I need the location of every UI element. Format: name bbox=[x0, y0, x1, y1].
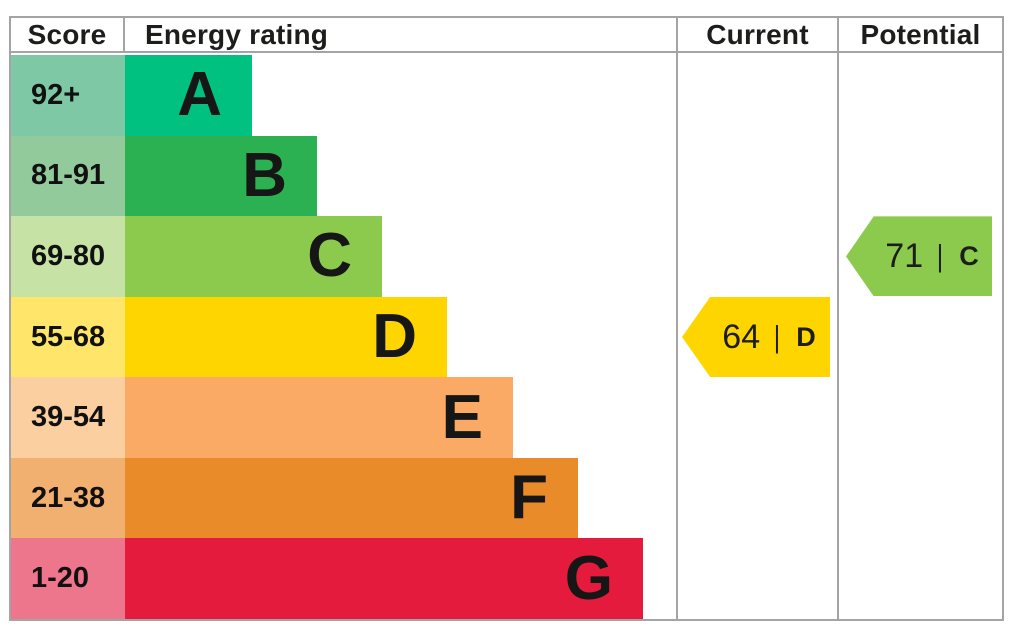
score-range-label: 21-38 bbox=[31, 481, 106, 514]
rating-bar: D bbox=[125, 296, 447, 378]
score-range-label: 69-80 bbox=[31, 239, 106, 272]
rating-letter: B bbox=[242, 140, 287, 210]
current-rating-band: D bbox=[796, 321, 816, 352]
band-row-e: 39-54 E bbox=[11, 377, 1002, 458]
rating-letter: F bbox=[510, 463, 548, 533]
rating-bar: G bbox=[125, 538, 643, 620]
rating-bar: C bbox=[125, 216, 382, 297]
score-range-cell: 39-54 bbox=[11, 377, 125, 458]
score-range-cell: 1-20 bbox=[11, 538, 125, 620]
score-range-cell: 21-38 bbox=[11, 457, 125, 539]
score-range-label: 92+ bbox=[31, 78, 81, 111]
header-current: Current bbox=[706, 18, 809, 50]
score-range-cell: 81-91 bbox=[11, 135, 125, 217]
score-range-label: 1-20 bbox=[31, 562, 90, 595]
potential-rating-band: C bbox=[959, 240, 979, 271]
header-energy-rating: Energy rating bbox=[145, 18, 329, 50]
column-divider-current bbox=[676, 18, 678, 619]
band-row-a: 92+ A bbox=[11, 55, 1002, 136]
potential-rating-value: 71 bbox=[885, 236, 924, 275]
header-score: Score bbox=[11, 18, 125, 51]
band-row-g: 1-20 G bbox=[11, 538, 1002, 620]
column-divider-potential bbox=[837, 18, 839, 619]
rating-letter: G bbox=[564, 543, 613, 613]
rating-letter: E bbox=[441, 382, 483, 452]
epc-rating-table: Score Energy rating Current Potential 92… bbox=[9, 16, 1004, 621]
rating-bar: A bbox=[125, 55, 252, 136]
header-potential: Potential bbox=[860, 18, 981, 50]
band-row-b: 81-91 B bbox=[11, 135, 1002, 217]
band-row-c: 69-80 C bbox=[11, 216, 1002, 297]
band-row-d: 55-68 D bbox=[11, 296, 1002, 378]
band-row-f: 21-38 F bbox=[11, 457, 1002, 539]
rating-bar: B bbox=[125, 135, 317, 217]
table-header-row: Score Energy rating Current Potential bbox=[11, 18, 1002, 53]
current-rating-marker: 64 | D bbox=[682, 297, 830, 377]
score-range-cell: 55-68 bbox=[11, 296, 125, 378]
current-rating-value: 64 bbox=[722, 317, 761, 356]
rating-bar: E bbox=[125, 377, 513, 458]
rating-bar: F bbox=[125, 457, 578, 539]
score-range-cell: 92+ bbox=[11, 55, 125, 136]
score-range-cell: 69-80 bbox=[11, 216, 125, 297]
band-rows: 92+ A 81-91 B 69-80 C 55-68 D 39-54 E 21… bbox=[11, 55, 1002, 620]
score-range-label: 81-91 bbox=[31, 159, 106, 192]
score-range-label: 55-68 bbox=[31, 320, 106, 353]
rating-letter: D bbox=[372, 302, 417, 372]
rating-letter: C bbox=[307, 221, 352, 291]
marker-separator: | bbox=[936, 238, 944, 274]
score-range-label: 39-54 bbox=[31, 401, 106, 434]
marker-separator: | bbox=[773, 319, 781, 354]
potential-rating-marker: 71 | C bbox=[846, 216, 992, 297]
rating-letter: A bbox=[177, 60, 222, 130]
